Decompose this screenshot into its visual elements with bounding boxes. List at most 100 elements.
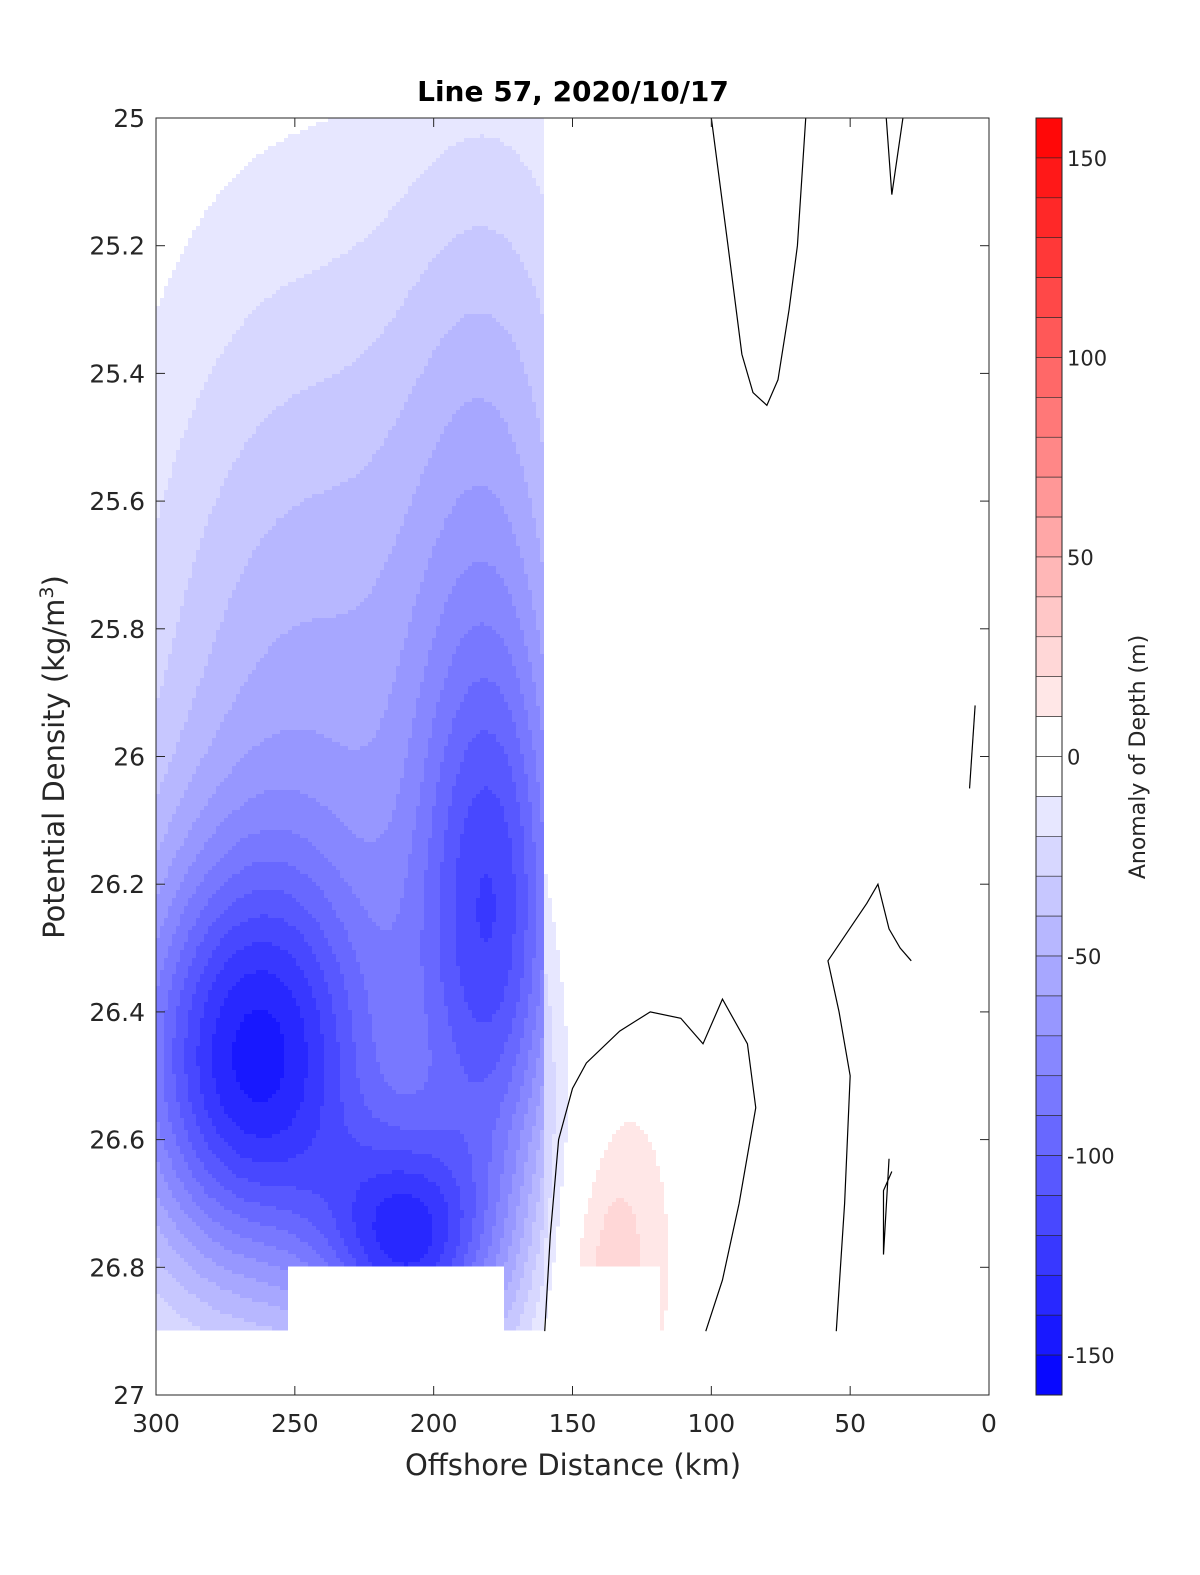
contour-band [440,910,456,915]
contour-band [220,190,408,195]
contour-band [212,1062,232,1067]
contour-band [156,446,180,451]
contour-band [348,990,368,995]
contour-band [376,338,440,343]
contour-band [532,590,544,595]
contour-band [500,1106,516,1111]
contour-band [244,1014,272,1019]
contour-band [284,982,308,987]
contour-band [540,794,544,799]
contour-band [524,562,544,567]
contour-band [156,634,176,639]
contour-band [540,994,544,999]
contour-band [304,1034,324,1039]
contour-band [292,1118,320,1123]
contour-band [484,1230,492,1235]
contour-band [428,1026,452,1031]
contour-band [244,1254,296,1259]
contour-band [412,182,536,187]
contour-band [320,1118,344,1123]
contour-band [524,842,536,847]
contour-band [368,1010,424,1015]
contour-band [340,1086,360,1091]
contour-band [184,838,208,843]
contour-band [528,166,544,171]
contour-band [536,878,544,883]
contour-band [168,1238,188,1243]
contour-band [316,846,412,851]
contour-band [164,1022,176,1027]
contour-band [232,1050,284,1055]
contour-band [328,1238,344,1243]
contour-band [276,974,304,979]
contour-band [156,514,160,519]
contour-band [444,1002,468,1007]
contour-band [536,846,544,851]
contour-band [328,942,352,947]
contour-band [472,1218,484,1223]
contour-band [156,1314,180,1319]
zero-contour-line [885,117,904,195]
contour-band [520,1142,528,1147]
contour-band [376,1230,432,1235]
contour-band [520,1046,532,1051]
contour-band [452,506,504,511]
contour-band [396,310,540,315]
contour-band [544,1026,552,1031]
contour-band [540,706,544,711]
contour-band [460,1202,476,1207]
contour-band [172,1190,188,1195]
contour-band [344,822,388,827]
contour-band [292,506,408,511]
contour-band [260,742,340,747]
contour-band [504,1298,516,1303]
contour-band [408,870,424,875]
contour-band [160,1230,180,1235]
contour-band [544,1198,548,1203]
contour-band [440,778,456,783]
contour-band [408,190,540,195]
contour-band [156,670,164,675]
contour-band [512,854,524,859]
contour-band [304,1038,324,1043]
contour-band [536,1170,544,1175]
contour-band [528,722,540,727]
contour-band [256,546,392,551]
contour-band [156,1002,168,1007]
contour-band [236,586,372,591]
contour-band [356,1190,440,1195]
y-axis-label-main: Potential Density (kg/m [37,599,71,939]
contour-band [496,1206,508,1211]
contour-band [456,862,512,867]
contour-band [544,966,560,971]
contour-band [448,670,516,675]
contour-band [176,450,240,455]
contour-band [544,946,556,951]
contour-band [308,794,396,799]
contour-band [396,202,544,207]
contour-band [476,1018,492,1023]
contour-band [312,946,332,951]
contour-band [596,1254,640,1259]
contour-band [304,1018,320,1023]
contour-band [476,1182,488,1187]
contour-band [500,322,544,327]
contour-band [224,962,296,967]
contour-band [164,1074,176,1079]
contour-band [464,230,496,235]
contour-band [268,414,400,419]
contour-band [580,1262,596,1267]
contour-band [188,1262,216,1267]
contour-band [464,1262,472,1267]
contour-band [532,1178,540,1183]
contour-band [452,414,500,419]
contour-band [440,614,516,619]
contour-band [556,1074,568,1079]
contour-band [188,930,208,935]
contour-band [428,566,468,571]
contour-band [444,334,512,339]
contour-band [620,1126,640,1131]
contour-band [228,990,292,995]
contour-band [168,662,208,667]
contour-band [504,1310,508,1315]
